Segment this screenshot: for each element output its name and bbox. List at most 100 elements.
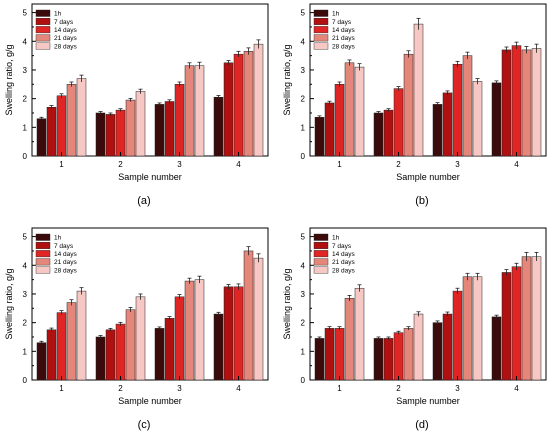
bar	[46, 329, 57, 381]
legend-swatch	[313, 242, 329, 249]
bar	[314, 117, 325, 157]
bar	[373, 338, 384, 381]
legend-label: 14 days	[54, 27, 78, 34]
bar	[253, 257, 264, 381]
y-axis-label: Swelling ratio, g/g	[4, 268, 14, 339]
y-tick-label: 3	[301, 290, 306, 299]
x-tick-label: 4	[236, 160, 241, 169]
y-axis-label: Swelling ratio, g/g	[282, 44, 292, 115]
bar	[194, 65, 205, 157]
panel-label: (d)	[415, 419, 428, 431]
bar	[501, 49, 512, 157]
y-tick-label: 1	[301, 123, 306, 132]
bar	[344, 62, 355, 157]
bar	[413, 23, 424, 157]
legend-label: 1h	[332, 235, 340, 242]
bar	[462, 55, 473, 157]
panel-a: 0 1 2 3 4 5 1 2 3 4 Sample number Swelling ratio, g…	[4, 3, 269, 207]
legend-swatch	[313, 266, 329, 274]
bar	[491, 82, 502, 157]
bar	[115, 323, 126, 381]
bar	[125, 99, 136, 157]
legend-label: 21 days	[332, 259, 356, 266]
bar	[36, 118, 47, 157]
x-tick-label: 1	[337, 160, 342, 169]
y-tick-label: 5	[301, 233, 306, 242]
bar	[314, 338, 325, 381]
y-tick-label: 1	[301, 347, 306, 356]
bar	[223, 62, 234, 157]
legend-label: 28 days	[54, 43, 78, 50]
y-tick-label: 0	[301, 152, 306, 161]
bar	[233, 286, 244, 381]
bar	[115, 109, 126, 157]
legend-swatch	[313, 233, 329, 241]
bar	[36, 342, 47, 381]
y-tick-label: 0	[23, 152, 28, 161]
bar	[403, 328, 414, 381]
bar	[511, 266, 522, 381]
bar	[491, 316, 502, 381]
bar	[243, 250, 254, 381]
plot-frame	[31, 227, 269, 381]
legend-label: 7 days	[54, 19, 74, 26]
x-axis-label: Sample number	[396, 396, 460, 406]
y-tick-label: 3	[301, 66, 306, 75]
legend-swatch	[35, 18, 51, 25]
bar	[154, 104, 165, 157]
plot-frame	[309, 3, 547, 157]
y-axis-label: Swelling ratio, g/g	[4, 44, 14, 115]
bar	[462, 276, 473, 381]
legend-label: 21 days	[54, 35, 78, 42]
legend-swatch	[313, 34, 329, 42]
legend-swatch	[35, 250, 51, 258]
bar	[324, 102, 335, 157]
y-tick-label: 5	[23, 233, 28, 242]
bar	[164, 318, 175, 381]
legend-swatch	[35, 258, 51, 266]
bar	[76, 290, 87, 381]
bar	[521, 256, 532, 381]
bar	[413, 313, 424, 381]
x-tick-label: 4	[514, 160, 519, 169]
legend-label: 14 days	[332, 251, 356, 258]
legend-label: 21 days	[332, 35, 356, 42]
legend-label: 28 days	[332, 43, 356, 50]
bar	[135, 296, 146, 381]
x-tick-label: 3	[455, 384, 460, 393]
bar	[105, 329, 116, 381]
legend-swatch	[313, 18, 329, 25]
x-tick-label: 1	[59, 384, 64, 393]
bar	[501, 272, 512, 381]
legend-label: 14 days	[332, 27, 356, 34]
bar	[66, 84, 77, 157]
bar	[233, 53, 244, 157]
bar	[174, 84, 185, 157]
x-axis-label: Sample number	[118, 396, 182, 406]
x-axis-label: Sample number	[118, 172, 182, 182]
x-tick-label: 1	[59, 160, 64, 169]
bar	[344, 298, 355, 381]
legend-swatch	[313, 250, 329, 258]
bar	[442, 92, 453, 157]
bar	[164, 101, 175, 157]
legend-swatch	[35, 42, 51, 50]
bar	[95, 112, 106, 157]
legend-swatch	[35, 233, 51, 241]
bar	[194, 279, 205, 381]
bar	[452, 63, 463, 157]
legend-label: 7 days	[332, 19, 352, 26]
x-tick-label: 3	[177, 160, 182, 169]
bar	[531, 48, 542, 157]
legend-label: 1h	[54, 235, 62, 242]
y-tick-label: 3	[23, 290, 28, 299]
bar	[174, 296, 185, 381]
legend-swatch	[35, 34, 51, 42]
legend-label: 21 days	[54, 259, 78, 266]
bar	[184, 280, 195, 381]
bar	[213, 96, 224, 157]
